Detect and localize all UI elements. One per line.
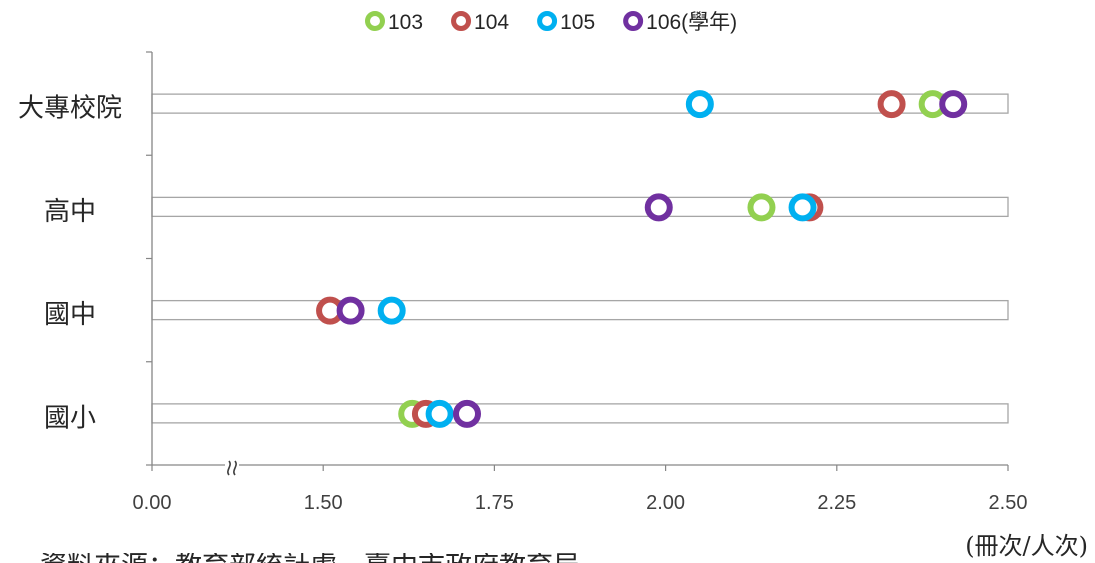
- legend-item: 105: [537, 11, 595, 34]
- legend-marker-icon: [365, 11, 385, 31]
- y-ticks: [146, 51, 152, 466]
- source-note: 資料來源：教育部統計處、臺中市政府教育局: [40, 553, 740, 563]
- legend-item: 104: [451, 11, 509, 34]
- x-tick-label: 0.00: [133, 492, 172, 514]
- category-label: 國小: [44, 403, 96, 433]
- row-track: [151, 403, 1009, 424]
- category-label: 國中: [44, 300, 96, 330]
- legend-marker-icon: [451, 11, 472, 31]
- legend-item: 103: [365, 11, 423, 34]
- x-tick-label: 1.75: [475, 492, 514, 514]
- category-label: 大專校院: [18, 94, 122, 124]
- data-point: [877, 90, 906, 119]
- row-tracks: [151, 93, 1009, 424]
- data-point: [747, 193, 776, 222]
- data-point: [685, 90, 714, 119]
- legend-marker-icon: [623, 11, 644, 31]
- x-tick-label: 2.25: [817, 492, 856, 514]
- x-tick-label: 2.50: [989, 492, 1028, 514]
- axis-break-icon: [225, 460, 239, 476]
- legend-label: 106(學年): [646, 11, 737, 34]
- legend-label: 104: [474, 11, 509, 34]
- data-point: [336, 296, 365, 325]
- data-point: [377, 296, 406, 325]
- data-point: [425, 399, 454, 428]
- row-track: [151, 196, 1009, 218]
- data-point: [788, 193, 817, 222]
- data-point: [644, 193, 673, 222]
- source-note-text: 資料來源：教育部統計處、臺中市政府教育局: [40, 553, 740, 563]
- axes: [151, 52, 1008, 466]
- legend-label: 103: [388, 11, 423, 34]
- x-axis-unit-label: (冊次/人次): [965, 532, 1088, 560]
- legend-label: 105: [560, 11, 595, 34]
- data-points: [316, 90, 968, 428]
- data-point: [939, 90, 968, 119]
- data-point: [453, 399, 482, 428]
- x-tick-label: 1.50: [304, 492, 343, 514]
- legend-item: 106(學年): [623, 11, 737, 34]
- x-tick-label: 2.00: [646, 492, 685, 514]
- legend-marker-icon: [537, 11, 558, 31]
- row-track: [151, 299, 1009, 321]
- legend: 103 104 105 106(學年): [365, 11, 737, 34]
- category-label: 高中: [44, 197, 96, 227]
- x-ticks: 0.00 1.50 1.75 2.00 2.25 2.50: [133, 465, 1028, 514]
